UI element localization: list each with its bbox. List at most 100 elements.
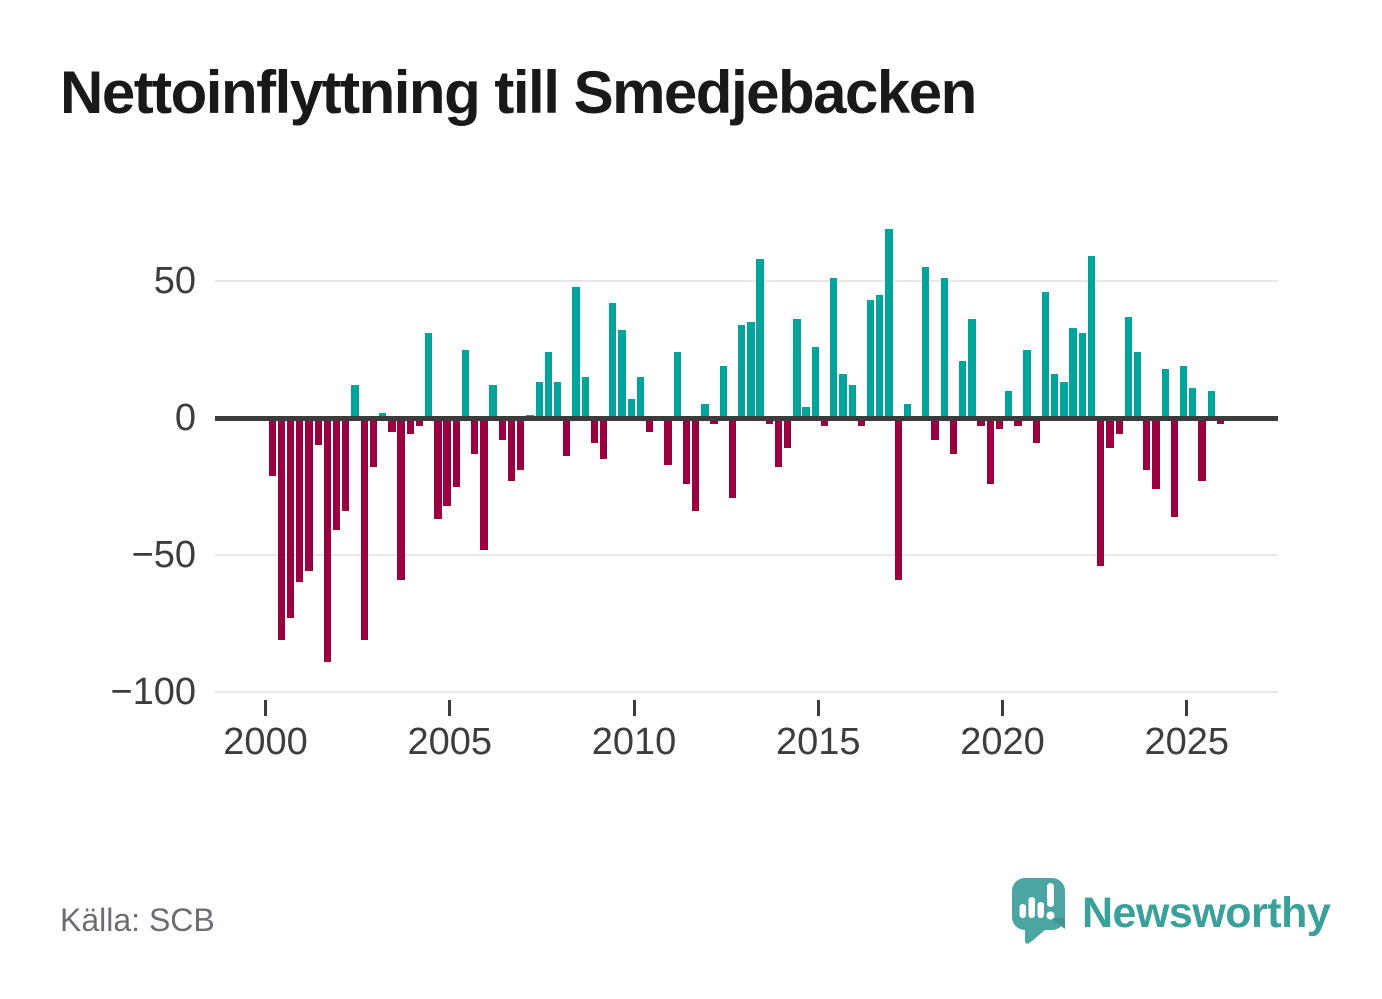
bar-negative	[314, 418, 322, 446]
bar-negative	[682, 418, 691, 484]
bar-positive	[636, 376, 645, 418]
bar-positive	[609, 302, 617, 418]
bar-positive	[1060, 382, 1068, 418]
bar-positive	[968, 319, 976, 418]
bar-positive	[544, 352, 553, 418]
bar-negative	[277, 418, 286, 640]
bar-negative	[645, 418, 654, 432]
bar-negative	[443, 418, 451, 506]
bar-negative	[268, 418, 276, 476]
bar-negative	[388, 418, 396, 432]
bar-negative	[995, 418, 1004, 429]
bar-positive	[535, 382, 543, 418]
x-axis-tick-label: 2005	[407, 721, 493, 763]
bar-negative	[1198, 418, 1206, 481]
chart-title: Nettoinflyttning till Smedjebacken	[60, 59, 977, 126]
bar-negative	[305, 418, 313, 572]
bar-positive	[866, 300, 875, 418]
bar-negative	[774, 418, 783, 468]
bar-positive	[1041, 292, 1050, 418]
bar-positive	[489, 385, 497, 418]
bar-negative	[1115, 418, 1123, 435]
bar-negative	[710, 418, 718, 424]
y-axis-tick-label: −50	[131, 534, 196, 576]
bar-positive	[1189, 387, 1197, 418]
x-axis-tick-label: 2020	[960, 721, 1045, 763]
bar-negative	[452, 418, 460, 487]
bar-negative	[434, 418, 442, 520]
x-axis-tick-mark	[816, 700, 820, 716]
zero-axis-line	[215, 415, 1278, 421]
bar-positive	[1087, 256, 1096, 418]
x-axis-tick-mark	[632, 700, 636, 716]
bar-negative	[590, 418, 599, 443]
bar-negative	[894, 418, 902, 580]
bar-positive	[1179, 365, 1188, 418]
bar-negative	[1216, 418, 1225, 424]
bar-positive	[839, 374, 847, 418]
bar-positive	[1005, 390, 1013, 418]
y-axis-tick-label: 0	[174, 397, 196, 439]
bar-negative	[323, 418, 332, 662]
bar-positive	[876, 294, 884, 418]
bar-positive	[802, 407, 810, 418]
bar-positive	[581, 376, 589, 418]
x-axis-tick-label: 2000	[223, 721, 308, 763]
x-axis-tick-mark	[1001, 700, 1004, 716]
bar-negative	[563, 418, 571, 457]
bar-positive	[922, 267, 930, 418]
bar-negative	[931, 418, 939, 440]
bar-negative	[517, 418, 525, 471]
bar-negative	[1014, 418, 1022, 427]
bar-positive	[618, 330, 626, 418]
bar-negative	[507, 418, 516, 481]
bar-negative	[664, 418, 672, 465]
bar-negative	[728, 418, 737, 498]
y-axis-tick-label: 50	[153, 260, 196, 302]
newsworthy-logo: Newsworthy	[1010, 876, 1331, 949]
bar-negative	[1143, 418, 1151, 471]
bar-negative	[692, 418, 700, 512]
source-caption: Källa: SCB	[60, 902, 215, 938]
bar-positive	[830, 278, 838, 418]
x-axis-tick-label: 2015	[775, 721, 861, 763]
bar-positive	[572, 286, 580, 418]
bar-positive	[553, 382, 562, 418]
bar-negative	[1032, 418, 1040, 443]
bar-positive	[885, 228, 893, 418]
bar-negative	[949, 418, 958, 454]
bar-positive	[1023, 349, 1031, 418]
bar-negative	[498, 418, 506, 440]
bar-negative	[1097, 418, 1105, 566]
bar-positive	[756, 259, 764, 418]
bar-positive	[1161, 368, 1169, 418]
x-axis-tick-mark	[448, 700, 452, 716]
bar-positive	[1124, 316, 1133, 418]
bar-negative	[296, 418, 304, 583]
bar-negative	[820, 418, 829, 427]
bar-positive	[940, 278, 948, 418]
bar-negative	[332, 418, 341, 531]
y-gridline	[215, 280, 1278, 282]
bar-positive	[627, 398, 635, 418]
bar-positive	[425, 333, 433, 418]
bar-negative	[286, 418, 295, 618]
bar-positive	[701, 404, 709, 418]
bar-positive	[673, 352, 681, 418]
y-gridline	[215, 691, 1278, 693]
bar-positive	[1078, 333, 1086, 418]
bar-positive	[811, 346, 820, 418]
y-axis-tick-label: −100	[110, 671, 196, 713]
bar-negative	[397, 418, 405, 580]
bar-negative	[857, 418, 866, 427]
newsworthy-logo-text: Newsworthy	[1082, 888, 1331, 937]
x-axis-tick-label: 2010	[591, 721, 677, 763]
bar-positive	[848, 385, 856, 418]
bar-positive	[747, 322, 755, 418]
x-axis-tick-label: 2025	[1144, 721, 1230, 763]
bar-positive	[793, 319, 801, 418]
y-gridline	[215, 554, 1278, 556]
bar-negative	[360, 418, 368, 640]
bar-positive	[738, 324, 746, 418]
